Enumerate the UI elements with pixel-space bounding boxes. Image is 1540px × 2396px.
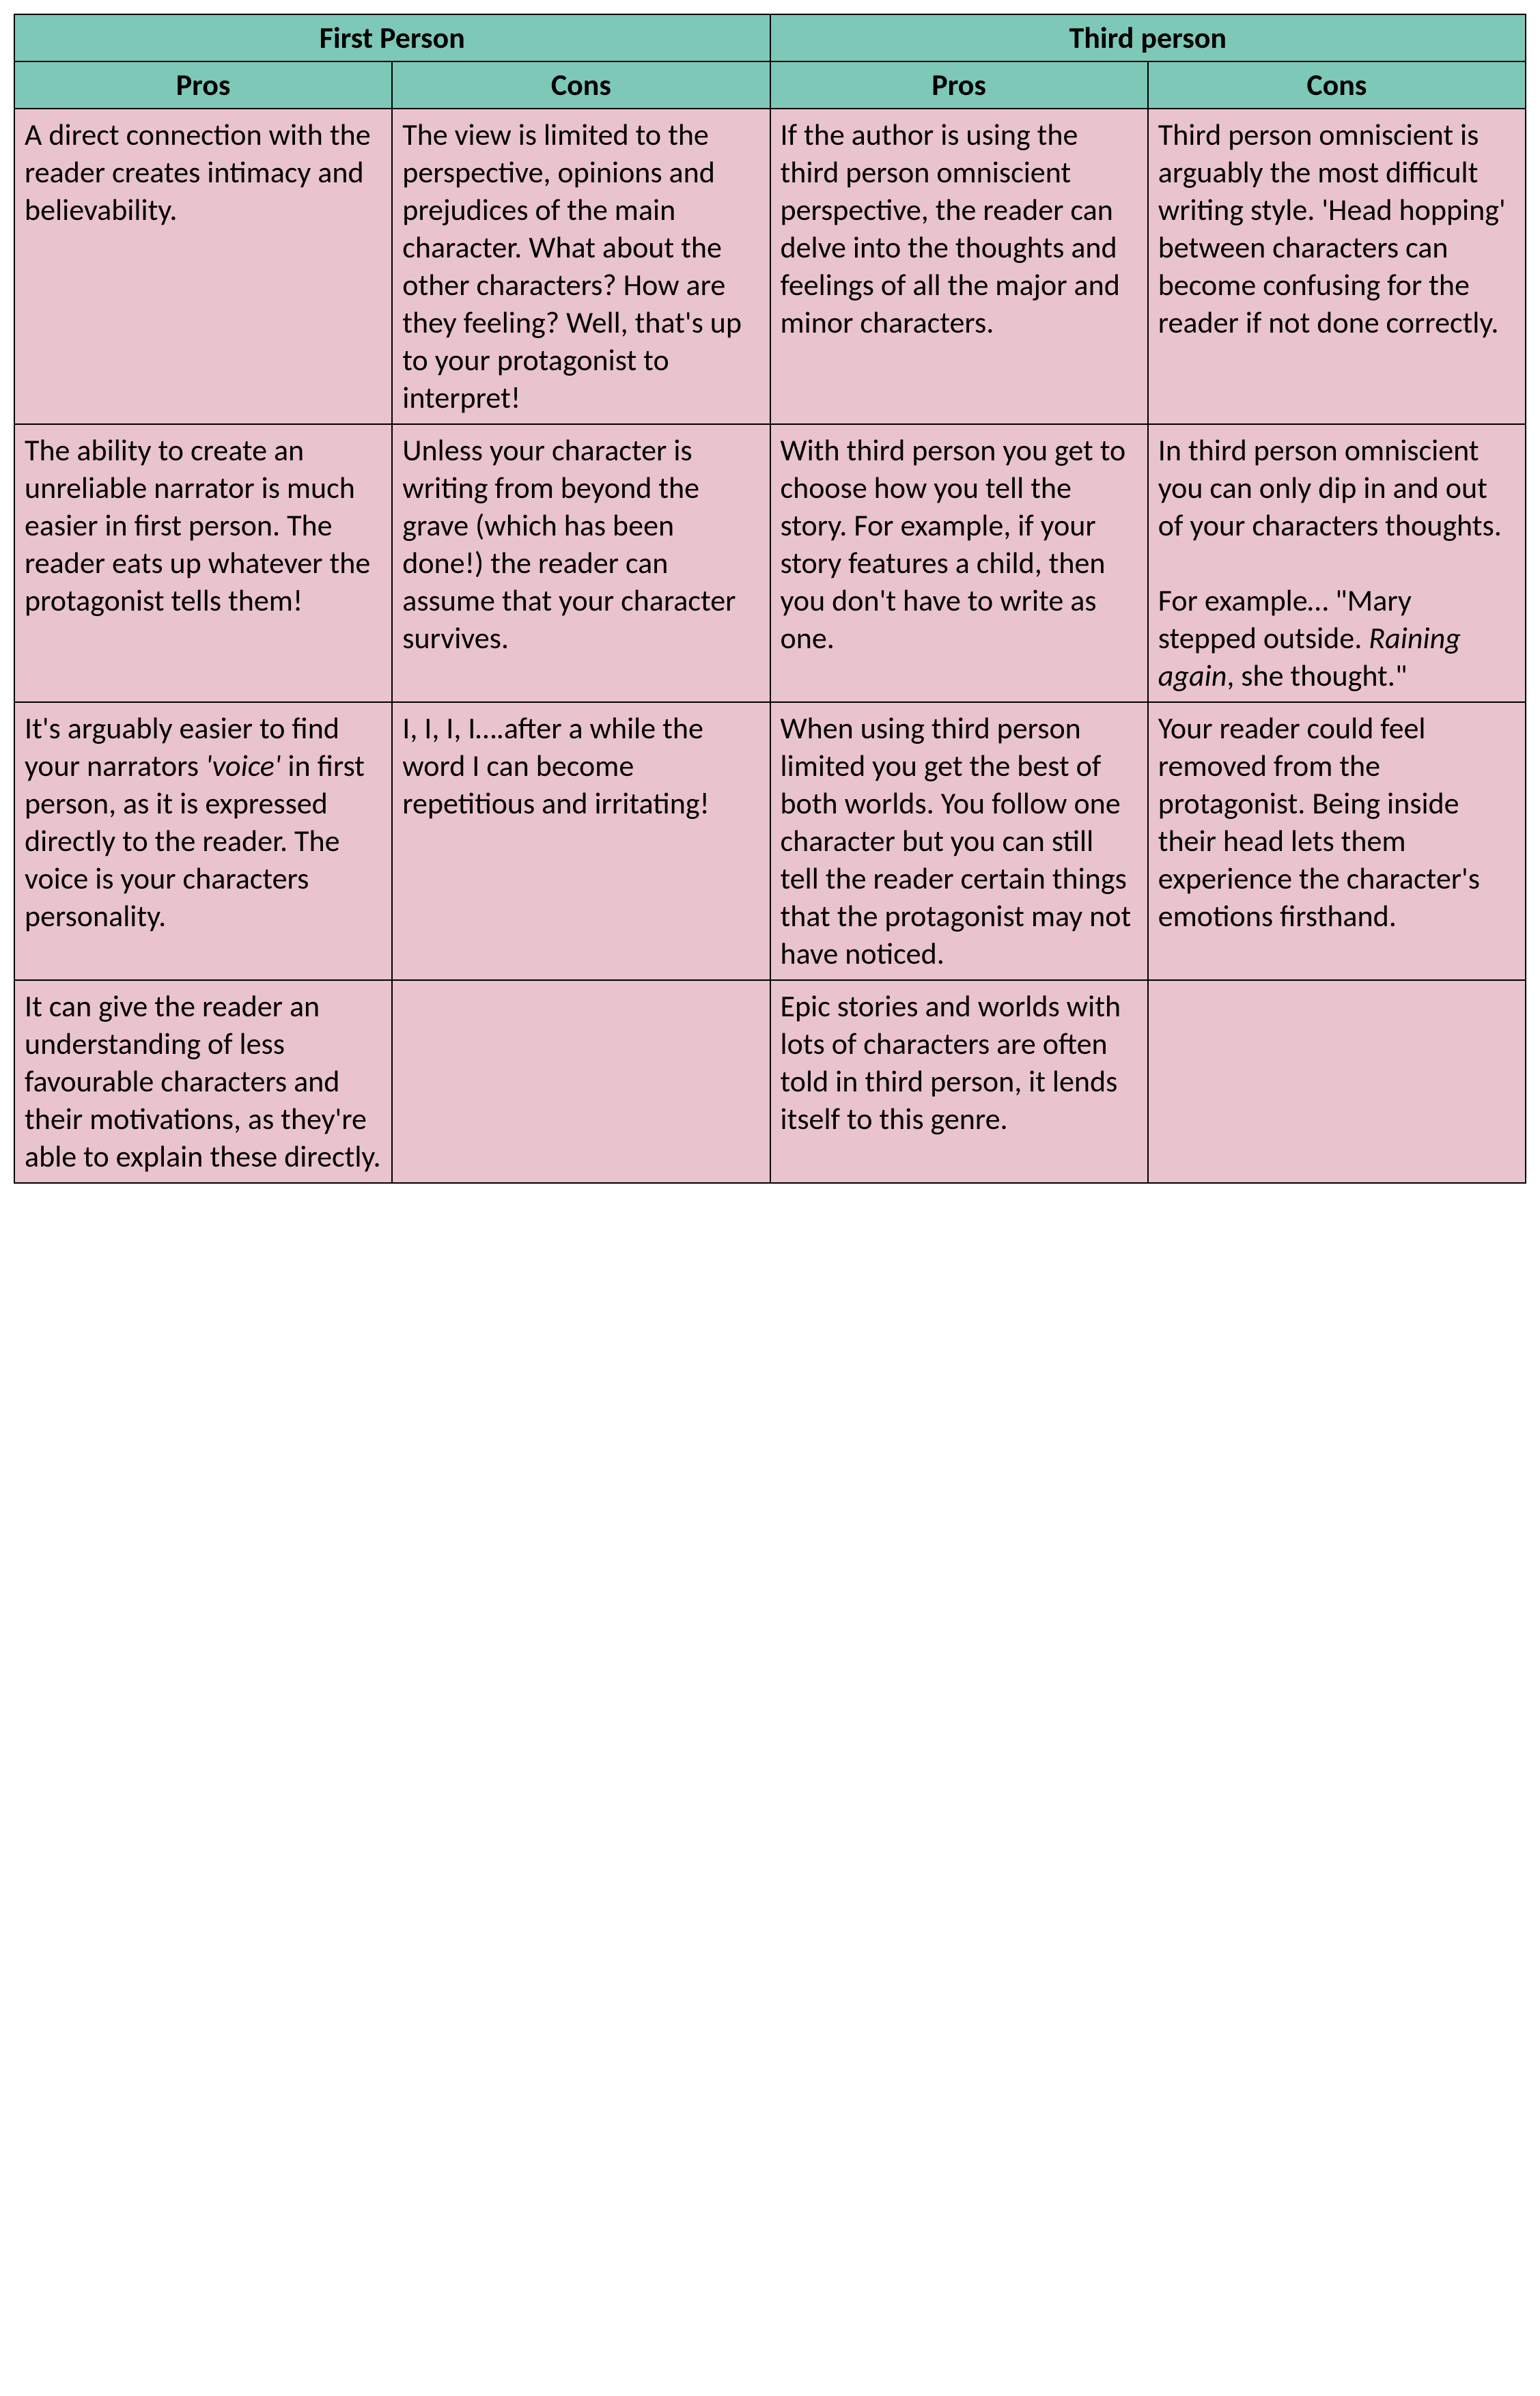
table-row: The ability to create an unreliable narr… <box>14 424 1526 702</box>
sub-header-row: Pros Cons Pros Cons <box>14 61 1526 109</box>
fp-pros-cell: It can give the reader an understanding … <box>14 980 392 1183</box>
tp-pros-header: Pros <box>770 61 1148 109</box>
third-person-header: Third person <box>770 14 1526 61</box>
tp-cons-header: Cons <box>1148 61 1526 109</box>
table-row: It can give the reader an understanding … <box>14 980 1526 1183</box>
first-person-header: First Person <box>14 14 770 61</box>
tp-cons-cell: In third person omniscient you can only … <box>1148 424 1526 702</box>
tp-cons-cell <box>1148 980 1526 1183</box>
tp-pros-cell: If the author is using the third person … <box>770 109 1148 424</box>
fp-pros-cell: It's arguably easier to find your narrat… <box>14 702 392 980</box>
comparison-table: First Person Third person Pros Cons Pros… <box>14 14 1526 1184</box>
tp-pros-cell: Epic stories and worlds with lots of cha… <box>770 980 1148 1183</box>
fp-cons-cell <box>392 980 770 1183</box>
fp-pros-cell: The ability to create an unreliable narr… <box>14 424 392 702</box>
fp-pros-cell: A direct connection with the reader crea… <box>14 109 392 424</box>
table-row: A direct connection with the reader crea… <box>14 109 1526 424</box>
tp-cons-cell: Third person omniscient is arguably the … <box>1148 109 1526 424</box>
top-header-row: First Person Third person <box>14 14 1526 61</box>
fp-pros-header: Pros <box>14 61 392 109</box>
tp-cons-cell: Your reader could feel removed from the … <box>1148 702 1526 980</box>
table-row: It's arguably easier to find your narrat… <box>14 702 1526 980</box>
fp-cons-cell: The view is limited to the perspective, … <box>392 109 770 424</box>
fp-cons-cell: Unless your character is writing from be… <box>392 424 770 702</box>
tp-pros-cell: With third person you get to choose how … <box>770 424 1148 702</box>
tp-pros-cell: When using third person limited you get … <box>770 702 1148 980</box>
fp-cons-cell: I, I, I, I….after a while the word I can… <box>392 702 770 980</box>
fp-cons-header: Cons <box>392 61 770 109</box>
